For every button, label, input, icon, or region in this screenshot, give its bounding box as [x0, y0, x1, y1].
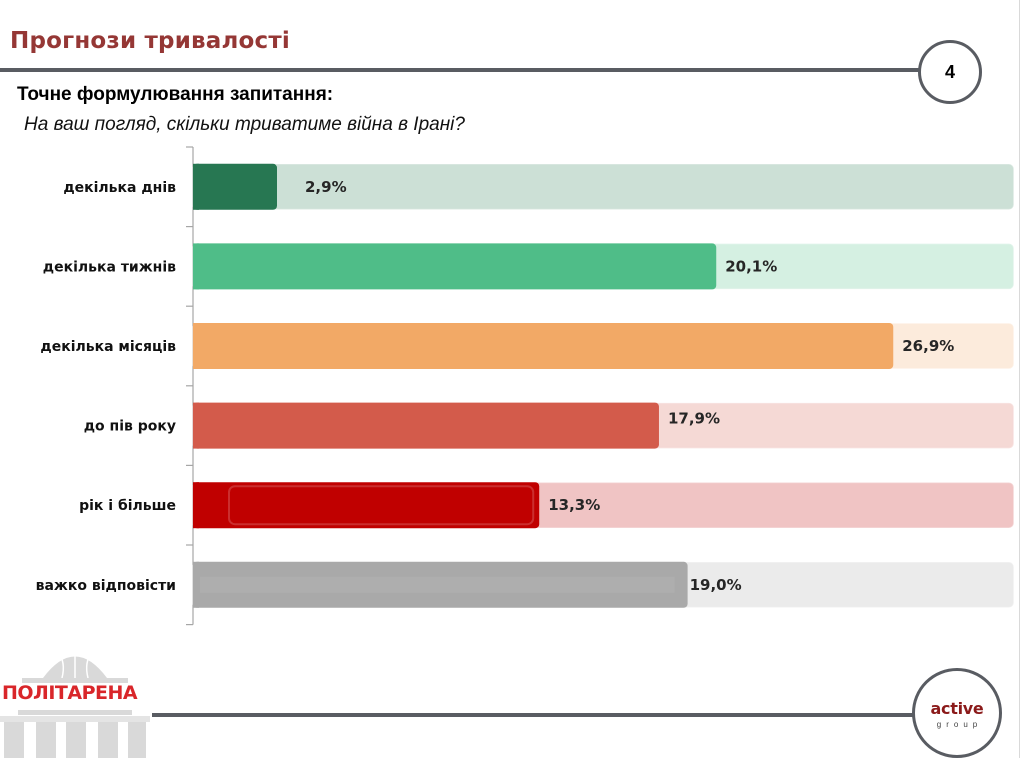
bar-highlight — [200, 576, 675, 593]
value-label: 20,1% — [725, 257, 777, 275]
bar — [193, 482, 540, 529]
category-label: декілька місяців — [40, 339, 176, 355]
value-label: 13,3% — [548, 496, 600, 514]
active-group-logo-main: active — [930, 699, 984, 718]
bar-chart: декілька днів 2,9% декілька тижнів 20,1% дек… — [36, 146, 1014, 626]
page-edge-line — [1019, 0, 1020, 758]
category-label: декілька тижнів — [43, 259, 176, 275]
footer-divider — [152, 713, 916, 717]
bar — [193, 402, 659, 449]
bar — [193, 323, 894, 369]
bar-left-square — [193, 482, 199, 529]
value-label: 2,9% — [305, 178, 347, 196]
bar-left-square — [193, 163, 199, 210]
bar-left-square — [193, 561, 199, 608]
bar-left-square — [193, 243, 199, 290]
bar-highlight — [228, 485, 535, 526]
question-label: Точне формулювання запитання: — [17, 84, 334, 105]
parliament-building-icon — [0, 644, 150, 758]
bar-left-square — [193, 323, 199, 369]
category-label: до пів року — [84, 419, 176, 435]
value-label: 26,9% — [902, 337, 954, 355]
bar — [193, 243, 717, 290]
page-title: Прогнози тривалості — [10, 28, 290, 54]
bar-left-square — [193, 402, 199, 449]
category-label: рік і більше — [79, 498, 176, 514]
page-number-badge: 4 — [918, 40, 982, 104]
politarena-logo: ПОЛІТАРЕНА — [0, 640, 150, 758]
header-divider — [0, 68, 920, 72]
active-group-logo: active group — [912, 668, 1002, 758]
value-label: 17,9% — [668, 410, 720, 428]
bar — [193, 163, 277, 210]
page-number: 4 — [944, 61, 955, 82]
active-group-logo-sub: group — [936, 720, 983, 729]
category-label: важко відповісти — [36, 578, 176, 594]
category-label: декілька днів — [63, 180, 176, 196]
question-text: На ваш погляд, скільки триватиме війна в… — [24, 114, 465, 135]
value-label: 19,0% — [690, 576, 742, 594]
politarena-logo-text: ПОЛІТАРЕНА — [2, 682, 138, 704]
